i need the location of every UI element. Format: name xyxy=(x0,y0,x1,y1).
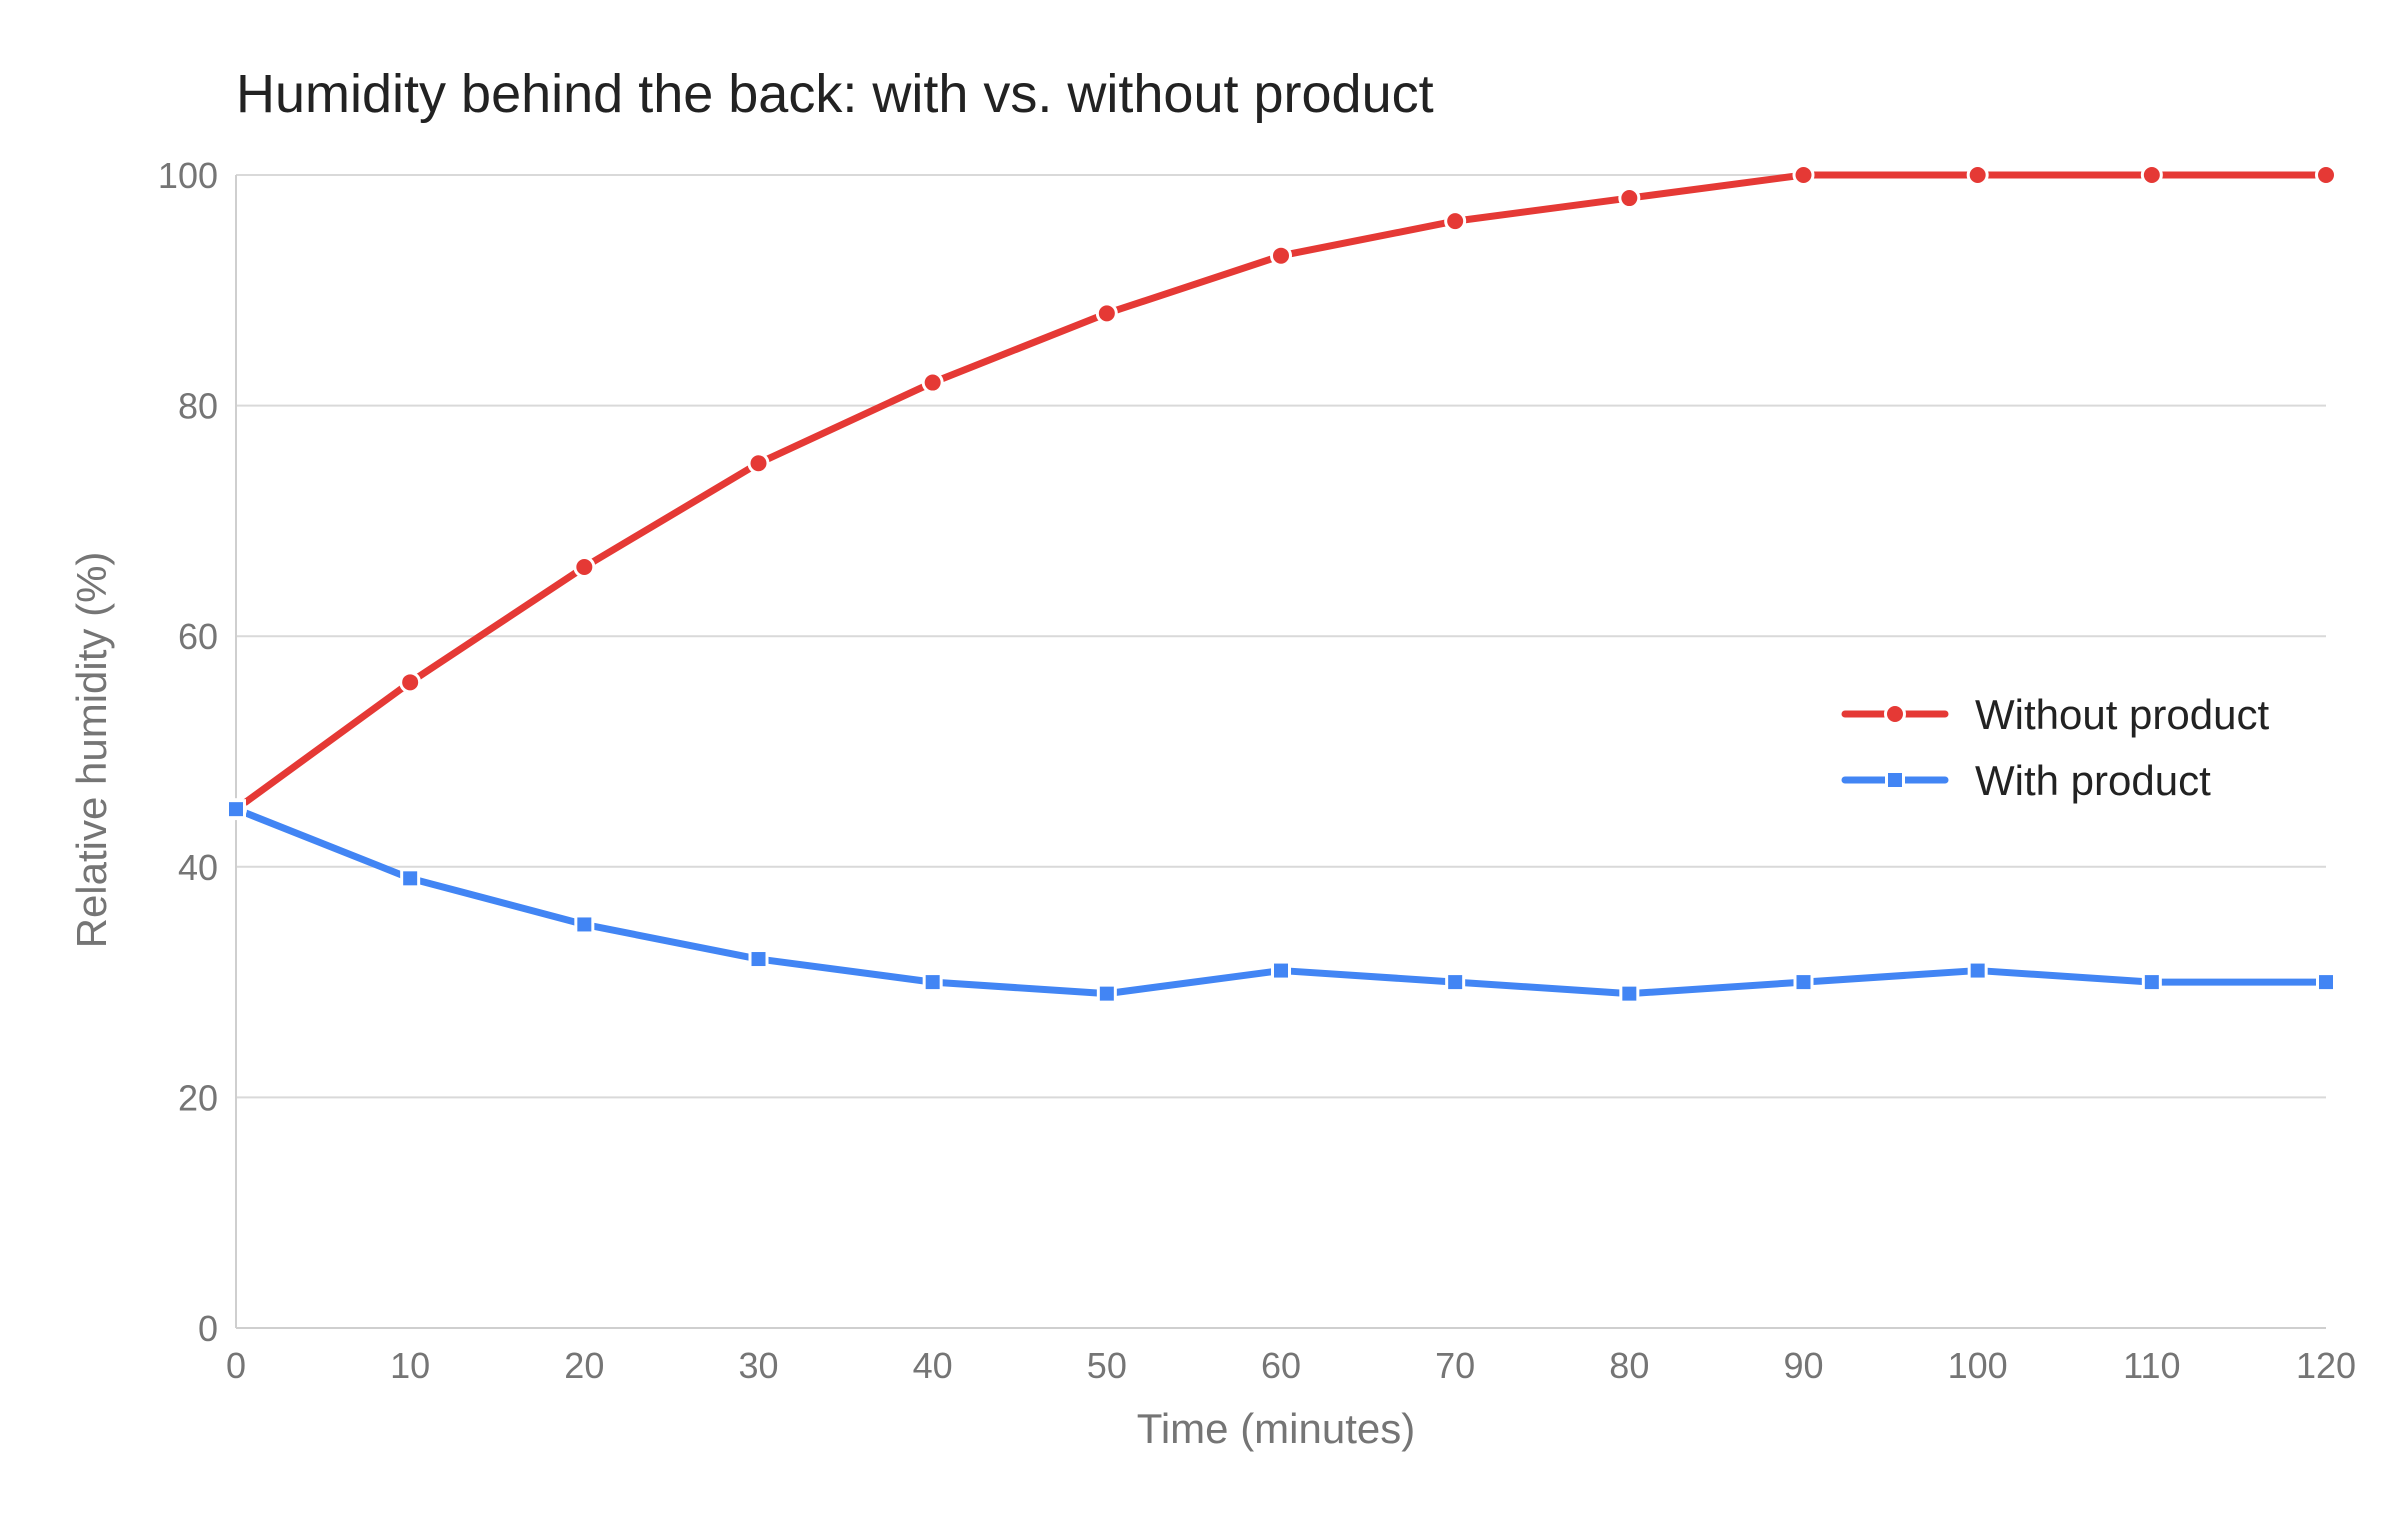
data-point-with-product xyxy=(1445,972,1466,993)
data-point-with-product xyxy=(226,799,246,820)
data-point-with-product xyxy=(574,914,595,935)
data-point-without-product xyxy=(1095,302,1118,325)
data-point-with-product xyxy=(748,949,769,970)
data-point-without-product xyxy=(399,671,422,694)
gridlines xyxy=(236,174,2326,1099)
legend: Without product With product xyxy=(1841,691,2269,804)
data-point-without-product xyxy=(2315,164,2337,186)
x-tick-label: 0 xyxy=(226,1345,246,1386)
series-lines xyxy=(232,171,2330,998)
x-axis-ticks: 0 10 20 30 40 50 60 70 80 90 100 110 120 xyxy=(226,1345,2356,1386)
x-tick-label: 50 xyxy=(1087,1345,1127,1386)
data-point-without-product xyxy=(573,556,596,579)
data-point-with-product xyxy=(2141,972,2162,993)
x-axis-label: Time (minutes) xyxy=(1137,1405,1415,1452)
legend-marker xyxy=(1885,770,1905,790)
x-tick-label: 110 xyxy=(2123,1345,2180,1386)
y-axis-label: Relative humidity (%) xyxy=(68,552,115,949)
data-point-with-product xyxy=(1619,983,1640,1004)
x-tick-label: 100 xyxy=(1948,1345,2008,1386)
data-point-with-product xyxy=(400,868,421,889)
data-point-without-product xyxy=(921,371,944,394)
y-tick-label: 40 xyxy=(178,847,218,888)
y-axis-ticks: 0 20 40 60 80 100 xyxy=(158,155,218,1349)
data-point-with-product xyxy=(1271,960,1291,981)
data-point-without-product xyxy=(2140,164,2163,186)
x-tick-label: 80 xyxy=(1609,1345,1649,1386)
data-point-without-product xyxy=(1618,187,1641,210)
series-markers xyxy=(225,164,2337,1004)
x-tick-label: 30 xyxy=(738,1345,778,1386)
data-point-without-product xyxy=(1966,164,1989,186)
chart-title: Humidity behind the back: with vs. witho… xyxy=(236,64,1434,124)
data-point-with-product xyxy=(1096,983,1117,1004)
x-tick-label: 120 xyxy=(2296,1345,2356,1386)
data-point-with-product xyxy=(1793,972,1814,993)
legend-item-without-product: Without product xyxy=(1841,691,2269,738)
x-tick-label: 70 xyxy=(1435,1345,1475,1386)
legend-marker xyxy=(1884,703,1906,725)
legend-item-with-product: With product xyxy=(1841,757,2211,804)
y-tick-label: 20 xyxy=(178,1077,218,1118)
legend-label: With product xyxy=(1975,757,2211,804)
data-point-without-product xyxy=(1792,164,1815,186)
x-tick-label: 40 xyxy=(913,1345,953,1386)
data-point-without-product xyxy=(1270,244,1292,267)
x-tick-label: 90 xyxy=(1783,1345,1823,1386)
axes xyxy=(235,175,2326,1329)
data-point-without-product xyxy=(1444,210,1467,233)
data-point-with-product xyxy=(922,972,943,993)
data-point-with-product xyxy=(2316,972,2336,993)
y-tick-label: 0 xyxy=(198,1308,218,1349)
x-tick-label: 60 xyxy=(1261,1345,1301,1386)
legend-label: Without product xyxy=(1975,691,2269,738)
data-point-with-product xyxy=(1967,960,1988,981)
y-tick-label: 80 xyxy=(178,386,218,427)
x-tick-label: 20 xyxy=(564,1345,604,1386)
x-tick-label: 10 xyxy=(390,1345,430,1386)
y-tick-label: 100 xyxy=(158,155,218,196)
data-point-without-product xyxy=(747,452,770,475)
y-tick-label: 60 xyxy=(178,616,218,657)
